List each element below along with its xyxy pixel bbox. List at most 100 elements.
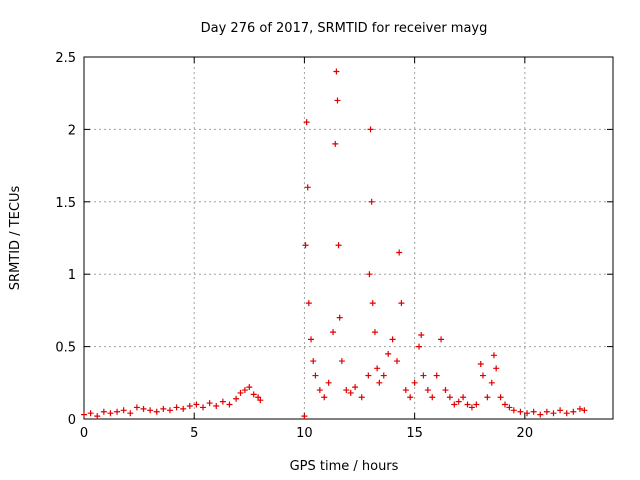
data-point: [160, 405, 167, 412]
grid-lines: [84, 57, 613, 419]
y-tick-label: 2.5: [55, 51, 76, 66]
data-point: [233, 395, 240, 402]
data-point: [321, 394, 328, 401]
y-tick-label: 1: [68, 268, 76, 283]
y-tick-label: 0: [68, 413, 76, 428]
data-point: [333, 68, 340, 75]
data-point: [338, 358, 345, 365]
data-point: [365, 372, 372, 379]
data-point: [120, 407, 127, 414]
chart-title: Day 276 of 2017, SRMTID for receiver may…: [201, 21, 488, 36]
data-point: [257, 397, 264, 404]
y-tick-label: 0.5: [55, 341, 76, 356]
data-point: [389, 336, 396, 343]
data-point: [407, 394, 414, 401]
data-point: [81, 411, 87, 418]
data-point: [497, 394, 504, 401]
y-tick-label: 2: [68, 123, 76, 138]
plot-frame: [83, 56, 614, 420]
data-point: [114, 408, 121, 415]
data-point: [347, 389, 354, 396]
data-point: [330, 329, 337, 336]
data-point: [200, 404, 207, 411]
data-point: [385, 350, 392, 357]
y-axis-label: SRMTID / TECUs: [8, 186, 23, 291]
data-point: [237, 389, 244, 396]
data-point: [166, 407, 173, 414]
data-point: [451, 401, 458, 408]
data-point: [303, 119, 310, 126]
data-point: [530, 408, 537, 415]
data-point: [429, 394, 436, 401]
data-point: [442, 387, 449, 394]
data-point: [563, 410, 570, 417]
data-point: [581, 407, 588, 414]
data-point: [310, 358, 317, 365]
data-point: [308, 336, 315, 343]
data-point: [411, 379, 418, 386]
data-point: [368, 198, 375, 205]
data-points: [81, 68, 588, 420]
x-tick-label: 10: [296, 426, 313, 441]
x-tick-label: 0: [80, 426, 88, 441]
data-point: [367, 126, 374, 133]
data-point: [570, 408, 577, 415]
data-point: [398, 300, 405, 307]
data-point: [100, 408, 107, 415]
data-point: [302, 242, 309, 249]
data-point: [140, 405, 147, 412]
data-point: [305, 300, 312, 307]
data-point: [420, 372, 427, 379]
data-point: [334, 97, 341, 104]
data-point: [301, 413, 308, 420]
data-point: [576, 405, 583, 412]
data-point: [396, 249, 403, 256]
data-point: [424, 387, 431, 394]
data-point: [557, 407, 564, 414]
data-point: [213, 402, 220, 409]
data-point: [335, 242, 342, 249]
data-point: [153, 408, 160, 415]
data-point: [250, 391, 257, 398]
data-point: [336, 314, 343, 321]
data-point: [493, 365, 500, 372]
data-point: [173, 404, 180, 411]
data-point: [369, 300, 376, 307]
data-point: [524, 410, 531, 417]
data-point: [501, 401, 508, 408]
data-point: [219, 398, 226, 405]
data-point: [484, 394, 491, 401]
data-point: [343, 387, 350, 394]
data-point: [371, 329, 378, 336]
data-point: [488, 379, 495, 386]
data-point: [325, 379, 332, 386]
data-point: [550, 410, 557, 417]
data-point: [537, 411, 544, 418]
x-tick-label: 15: [406, 426, 423, 441]
data-point: [352, 384, 359, 391]
data-point: [127, 410, 134, 417]
data-point: [416, 343, 423, 350]
data-point: [316, 387, 323, 394]
data-point: [366, 271, 373, 278]
data-point: [418, 332, 425, 339]
data-point: [241, 387, 248, 394]
data-point: [332, 140, 339, 147]
data-point: [312, 372, 319, 379]
data-point: [517, 408, 524, 415]
data-point: [464, 401, 471, 408]
data-point: [455, 398, 462, 405]
data-point: [438, 336, 445, 343]
data-point: [376, 379, 383, 386]
x-tick-label: 5: [190, 426, 198, 441]
data-point: [393, 358, 400, 365]
y-tick-label: 1.5: [55, 196, 76, 211]
data-point: [473, 401, 480, 408]
data-point: [380, 372, 387, 379]
data-point: [304, 184, 311, 191]
data-point: [402, 387, 409, 394]
data-point: [479, 372, 486, 379]
data-point: [226, 401, 233, 408]
data-point: [358, 394, 365, 401]
